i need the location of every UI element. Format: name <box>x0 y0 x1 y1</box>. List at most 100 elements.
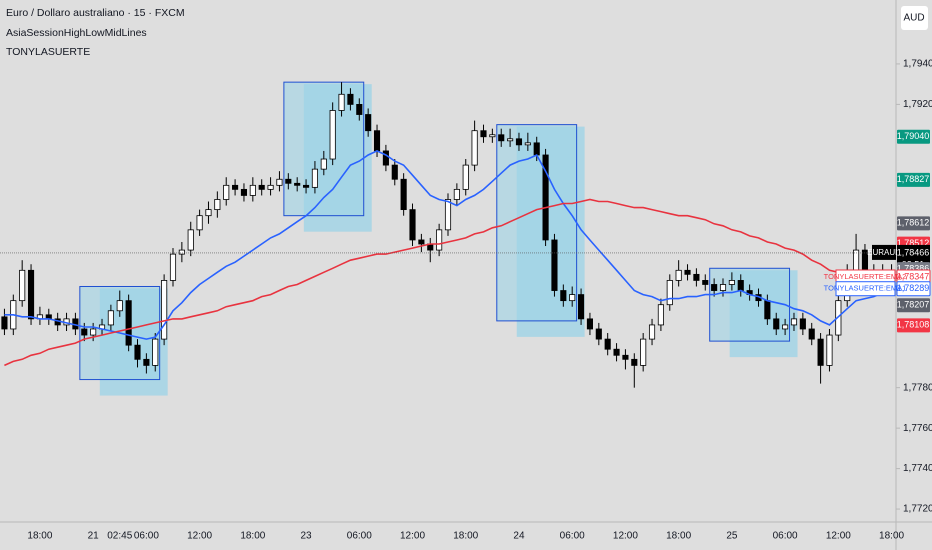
candle-body <box>365 114 372 132</box>
chart-title: Euro / Dollaro australiano · 15 · FXCM <box>6 7 185 19</box>
candle-body <box>418 239 425 245</box>
plot-area <box>0 81 896 396</box>
candle-body <box>453 188 460 200</box>
candle-body <box>444 199 452 231</box>
session-box <box>709 267 791 342</box>
candle-body <box>773 318 780 330</box>
candle-body <box>586 318 594 330</box>
candle-body <box>373 130 381 152</box>
x-tick-label: 21 <box>88 531 100 542</box>
currency[interactable]: AUD <box>903 13 924 24</box>
candle-body <box>1 316 8 330</box>
candle-body <box>489 134 496 138</box>
candle-body <box>515 138 523 146</box>
currency-box[interactable] <box>901 6 928 30</box>
x-tick-label: 18:00 <box>453 531 478 542</box>
price-label: 1,78108 <box>897 320 930 330</box>
price-label: 1,78827 <box>897 174 930 184</box>
candle-body <box>214 199 221 211</box>
candle-body <box>560 290 567 302</box>
candle-body <box>187 229 194 251</box>
x-tick-label: 12:00 <box>826 531 851 542</box>
candle-body <box>666 280 673 306</box>
candle-body <box>302 184 310 188</box>
candle-body <box>356 104 363 115</box>
candle-body <box>782 324 789 330</box>
candle-body <box>294 182 301 186</box>
y-tick-label: 1,79400 <box>903 59 932 70</box>
candle-body <box>578 294 585 320</box>
price-label: 1,78386 <box>897 263 930 273</box>
candle-body <box>693 273 700 281</box>
y-tick-label: 1,77600 <box>903 423 932 434</box>
candle-body <box>604 338 611 350</box>
candle-body <box>276 178 283 186</box>
candle-body <box>462 164 469 190</box>
symbol-tag <box>872 244 896 260</box>
candle-body <box>737 280 744 291</box>
ema-line <box>4 198 892 367</box>
candle-body <box>400 178 407 211</box>
candle-body <box>542 154 549 241</box>
candle-body <box>152 338 159 366</box>
candle-body <box>27 269 35 320</box>
candle-body <box>249 184 256 196</box>
x-tick-label: 12:00 <box>400 531 425 542</box>
candle-body <box>320 158 327 170</box>
candle-body <box>711 284 718 291</box>
x-tick-label: 06:00 <box>560 531 585 542</box>
candle-body <box>338 93 345 111</box>
series-tag <box>835 281 896 297</box>
candle-body <box>116 300 123 312</box>
candle-body <box>569 294 576 302</box>
candle-body <box>161 280 168 340</box>
x-tick-label: 12:00 <box>187 531 212 542</box>
x-tick-label: 06:00 <box>773 531 798 542</box>
symbol-name: EURAUD <box>867 248 901 257</box>
candle-body <box>622 354 629 360</box>
price-label: 1,78347 <box>897 271 930 281</box>
candle-body <box>329 110 336 160</box>
candle-body <box>107 310 114 326</box>
x-tick-label: 06:00 <box>347 531 372 542</box>
candle-body <box>81 328 88 336</box>
price-label-box <box>896 281 931 297</box>
candle-body <box>143 358 150 366</box>
x-tick-label: 23 <box>300 531 312 542</box>
candle-body <box>507 138 514 142</box>
indicator-name: AsiaSessionHighLowMidLines <box>6 27 147 39</box>
x-tick-label: 24 <box>513 531 525 542</box>
price-label: 1,78612 <box>897 218 930 228</box>
candle-body <box>480 130 487 138</box>
candle-body <box>205 209 212 217</box>
series-tag-label: TONYLASUERTE:EMA1 <box>824 284 907 293</box>
candle-body <box>728 280 735 285</box>
price-label-box <box>897 318 930 333</box>
price-label-box <box>897 298 930 313</box>
x-tick-label: 25 <box>726 531 738 542</box>
x-tick-label: 18:00 <box>240 531 265 542</box>
price-label-box <box>897 216 930 231</box>
candle-body <box>826 334 833 366</box>
axes: 1,79400 1,79200 1,77800 1,77600 1,77400 1,772… <box>27 59 932 542</box>
price-label-box <box>897 172 930 187</box>
candle-body <box>648 324 656 340</box>
candle-body <box>817 338 824 366</box>
x-tick-label: 06:00 <box>134 531 159 542</box>
x-tick-label: 18:00 <box>666 531 691 542</box>
candle-body <box>196 215 203 231</box>
candle-body <box>640 338 647 366</box>
candle-body <box>764 300 771 320</box>
candle-body <box>675 269 682 281</box>
candle-body <box>19 269 26 302</box>
candle-body <box>134 344 141 360</box>
y-tick-label: 1,77200 <box>903 504 932 515</box>
candle-body <box>258 184 265 190</box>
candle-body <box>719 284 727 291</box>
price-label-box <box>897 129 930 144</box>
candle-body <box>702 280 709 285</box>
x-tick-label: 18:00 <box>27 531 52 542</box>
candle-body <box>409 209 416 241</box>
